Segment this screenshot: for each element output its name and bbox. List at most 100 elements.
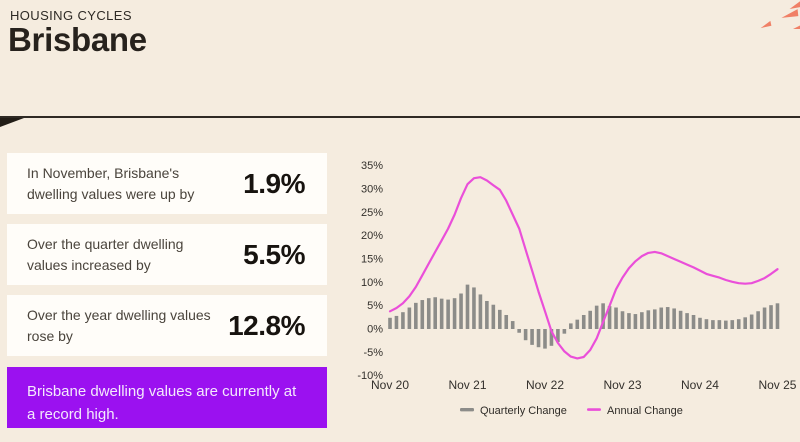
quarterly-change-bar (401, 312, 405, 329)
quarterly-change-bar (627, 313, 631, 329)
quarterly-change-bar (711, 320, 715, 329)
quarterly-change-bar (633, 314, 638, 329)
quarterly-change-bar (523, 329, 528, 341)
quarterly-change-bar (581, 314, 586, 329)
quarterly-change-bar (556, 329, 560, 343)
quarterly-change-bar (452, 298, 457, 329)
quarterly-change-bar (749, 314, 754, 329)
quarterly-change-bar (575, 319, 580, 329)
quarterly-change-bar (517, 329, 521, 333)
quarterly-change-bar (388, 317, 392, 329)
legend-label-annual: Annual Change (607, 405, 683, 417)
quarterly-change-bar (491, 304, 496, 329)
quarterly-change-bar (672, 308, 676, 329)
page-title: Brisbane (8, 21, 147, 58)
chart-svg: 35% 30% 25% 20% 15% 10% 5% 0% -5% -10%Nov 20 Nov 2… (357, 160, 796, 417)
quarterly-change-bar (594, 305, 599, 329)
quarterly-change-bar (394, 315, 399, 329)
y-axis-tick-label: -10% (357, 370, 383, 382)
y-axis-tick-label: -5% (363, 347, 383, 359)
quarterly-change-bar (646, 310, 651, 329)
confetti-triangle-icon (759, 20, 772, 29)
divider-wedge-decoration (0, 118, 24, 127)
x-axis-tick-label: Nov 20 (371, 378, 409, 392)
confetti-triangle-icon (788, 1, 800, 9)
confetti-triangle-icon (793, 24, 800, 29)
quarterly-change-bar (510, 321, 515, 329)
annual-change-line (388, 176, 779, 360)
quarterly-change-bar (614, 307, 618, 329)
quarterly-change-bar (407, 307, 412, 329)
quarterly-change-bar (775, 303, 780, 329)
quarterly-change-bar (665, 307, 670, 329)
quarterly-change-bar (640, 312, 644, 329)
quarterly-change-bar (620, 311, 625, 329)
y-axis-tick-label: 5% (367, 300, 383, 312)
stat-value: 12.8% (228, 309, 305, 341)
y-axis-tick-label: 15% (361, 253, 383, 265)
y-axis-tick-label: 20% (361, 230, 383, 242)
quarterly-change-bar (426, 298, 431, 329)
quarterly-change-bar (607, 306, 612, 329)
legend-swatch-quarterly (460, 408, 474, 412)
stat-card-annual: Over the year dwelling values rose by 12… (7, 295, 327, 356)
quarterly-change-bar (601, 303, 605, 329)
quarterly-change-bar (414, 302, 418, 329)
x-axis-tick-label: Nov 24 (681, 378, 719, 392)
quarterly-change-bar (569, 323, 573, 329)
stat-value: 1.9% (243, 167, 305, 199)
y-axis-tick-label: 0% (367, 324, 383, 336)
y-axis-tick-label: 25% (361, 207, 383, 219)
quarterly-change-bar (504, 314, 509, 329)
x-axis-tick-label: Nov 21 (448, 378, 486, 392)
y-axis-tick-label: 30% (361, 183, 383, 195)
quarterly-change-bar (465, 284, 470, 329)
header-divider (0, 116, 800, 118)
legend-swatch-annual (587, 408, 601, 411)
quarterly-change-bar (762, 307, 767, 329)
confetti-triangle-icon (780, 9, 799, 18)
x-axis-tick-label: Nov 23 (603, 378, 641, 392)
stat-card-monthly: In November, Brisbane's dwelling values … (7, 153, 327, 214)
quarterly-change-bar (433, 297, 438, 329)
quarterly-change-bar (724, 320, 728, 329)
quarterly-change-bar (730, 320, 735, 329)
record-high-callout: Brisbane dwelling values are currently a… (7, 367, 327, 428)
quarterly-change-bar (704, 319, 709, 329)
quarterly-change-bar (678, 310, 683, 329)
quarterly-change-bar (769, 305, 773, 329)
quarterly-change-bar (659, 307, 664, 329)
quarterly-change-bar (478, 294, 483, 329)
quarterly-change-bar (497, 309, 502, 329)
legend-label-quarterly: Quarterly Change (480, 405, 567, 417)
quarterly-change-bar (543, 329, 547, 349)
callout-text: Brisbane dwelling values are currently a… (27, 383, 297, 424)
stat-value: 5.5% (243, 238, 305, 270)
quarterly-change-bar (439, 298, 444, 330)
stat-label: Over the year dwelling values rose by (27, 306, 211, 344)
quarterly-change-bar (536, 329, 541, 348)
quarterly-change-bar (698, 317, 702, 329)
stat-label: Over the quarter dwelling values increas… (27, 235, 184, 273)
header-eyebrow: HOUSING CYCLES (10, 8, 132, 23)
quarterly-change-bar (588, 310, 592, 329)
stat-label: In November, Brisbane's dwelling values … (27, 164, 195, 202)
quarterly-change-bar (549, 329, 554, 346)
x-axis-tick-label: Nov 25 (758, 378, 796, 392)
x-axis-tick-label: Nov 22 (526, 378, 564, 392)
y-axis-tick-label: 10% (361, 277, 383, 289)
quarterly-change-bar (743, 317, 747, 329)
quarterly-change-bar (485, 300, 489, 329)
quarterly-change-bar (691, 314, 696, 329)
quarterly-change-bar (530, 329, 534, 345)
quarterly-change-bar (652, 309, 657, 329)
quarterly-change-bar (562, 329, 567, 334)
quarterly-change-bar (685, 313, 689, 329)
stat-card-quarterly: Over the quarter dwelling values increas… (7, 224, 327, 285)
quarterly-change-bar (459, 293, 463, 329)
quarterly-change-bar (446, 299, 450, 329)
quarterly-change-bar (472, 287, 476, 329)
housing-cycles-chart: 35% 30% 25% 20% 15% 10% 5% 0% -5% -10% Nov 20 Nov 2… (350, 145, 800, 437)
quarterly-change-bar (736, 319, 741, 329)
